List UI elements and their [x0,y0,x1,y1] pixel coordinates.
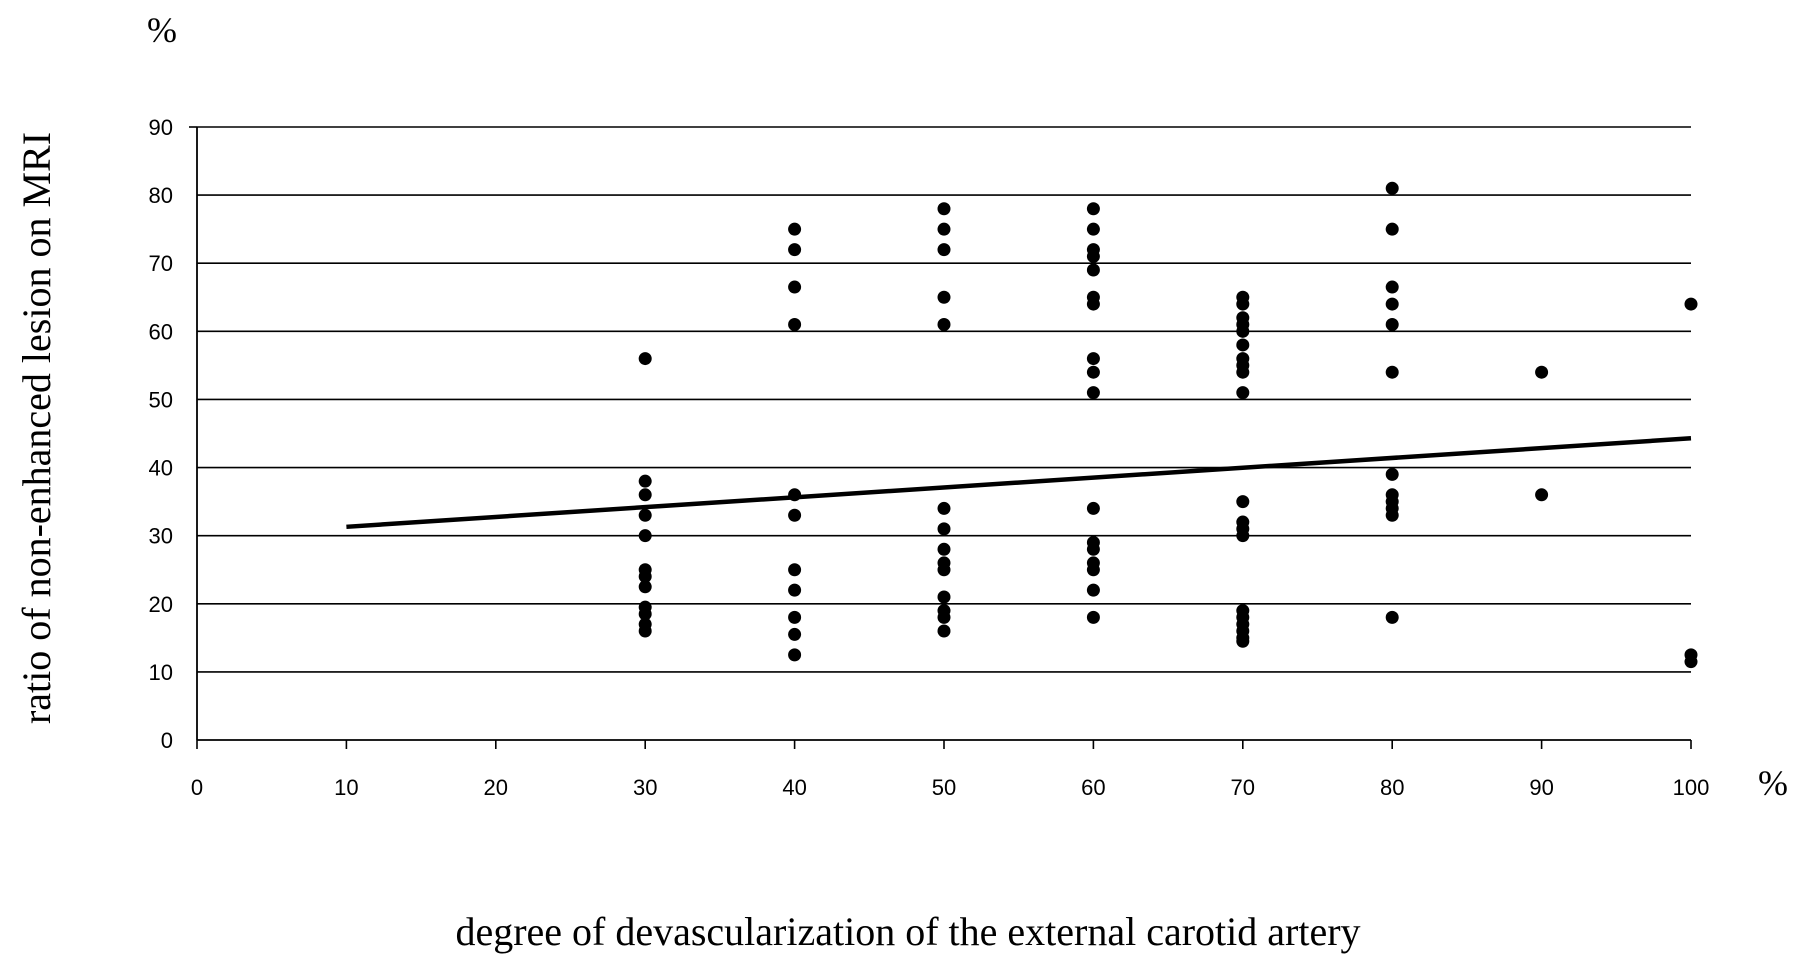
data-point [788,583,802,597]
data-point [1236,529,1250,543]
data-point [1086,202,1100,216]
data-point [1236,365,1250,379]
x-tick-label: 100 [1673,775,1710,800]
x-tick-label: 50 [932,775,956,800]
data-point [1086,263,1100,277]
x-tick-label: 80 [1380,775,1404,800]
data-point [937,624,951,638]
y-tick-label: 40 [149,456,173,481]
x-tick-label: 70 [1231,775,1255,800]
data-point [1086,501,1100,515]
data-point [1385,297,1399,311]
y-unit-label: % [147,10,177,50]
data-point [1684,297,1698,311]
data-point [1236,495,1250,509]
data-point [788,563,802,577]
data-point [638,508,652,522]
y-tick-label: 90 [149,115,173,140]
y-axis-title: ratio of non-enhanced lesion on MRI [14,132,59,724]
data-point [638,488,652,502]
y-tick-labels: 0 10 20 30 40 50 60 70 80 90 [149,115,173,753]
data-point [937,318,951,332]
x-tick-label: 0 [191,775,203,800]
data-point [1086,563,1100,577]
data-point [1385,610,1399,624]
data-point [937,290,951,304]
data-point [788,648,802,662]
x-tick-label: 30 [633,775,657,800]
y-tick-label: 30 [149,524,173,549]
x-tick-label: 90 [1529,775,1553,800]
data-point [1535,488,1549,502]
data-point [937,501,951,515]
data-point [638,474,652,488]
trendline [346,436,1692,530]
x-tick-labels: 0 10 20 30 40 50 60 70 80 90 100 [191,775,1709,800]
data-point [788,627,802,641]
data-point [638,624,652,638]
data-points [638,181,1698,669]
data-point [1385,280,1399,294]
data-point [638,352,652,366]
data-point [1086,386,1100,400]
data-point [1086,542,1100,556]
data-point [788,280,802,294]
data-point [937,563,951,577]
data-point [1385,318,1399,332]
data-point [1236,324,1250,338]
y-tick-label: 10 [149,660,173,685]
data-point [937,243,951,257]
data-point [937,202,951,216]
data-point [788,508,802,522]
data-point [1385,508,1399,522]
data-point [937,542,951,556]
grid-lines [197,126,1691,673]
data-point [638,580,652,594]
data-point [1385,467,1399,481]
data-point [1684,655,1698,669]
data-point [638,570,652,584]
data-point [1236,634,1250,648]
x-tick-label: 10 [334,775,358,800]
data-point [937,522,951,536]
data-point [788,318,802,332]
data-point [788,488,802,502]
y-tick-label: 50 [149,387,173,412]
data-point [1086,583,1100,597]
data-point [788,222,802,236]
x-tick-label: 20 [484,775,508,800]
data-point [1086,352,1100,366]
y-tick-label: 20 [149,592,173,617]
data-point [937,610,951,624]
x-unit-label: % [1758,763,1788,803]
y-tick-label: 0 [161,728,173,753]
data-point [638,529,652,543]
data-point [1086,365,1100,379]
data-point [1236,386,1250,400]
data-point [937,222,951,236]
data-point [788,243,802,257]
data-point [638,607,652,621]
y-tick-label: 80 [149,183,173,208]
data-point [937,590,951,604]
x-axis-title: degree of devascularization of the exter… [455,909,1360,954]
x-tick-label: 40 [782,775,806,800]
data-point [1236,297,1250,311]
x-tick-label: 60 [1081,775,1105,800]
data-point [1385,181,1399,195]
data-point [1086,222,1100,236]
data-point [1086,610,1100,624]
y-tick-label: 70 [149,251,173,276]
trend-line [346,436,1692,530]
y-tick-label: 60 [149,319,173,344]
data-point [1385,222,1399,236]
data-point [1385,365,1399,379]
data-point [1535,365,1549,379]
data-point [788,610,802,624]
data-point [1086,297,1100,311]
axes [189,126,1692,749]
data-point [1236,338,1250,352]
data-point [1086,249,1100,263]
